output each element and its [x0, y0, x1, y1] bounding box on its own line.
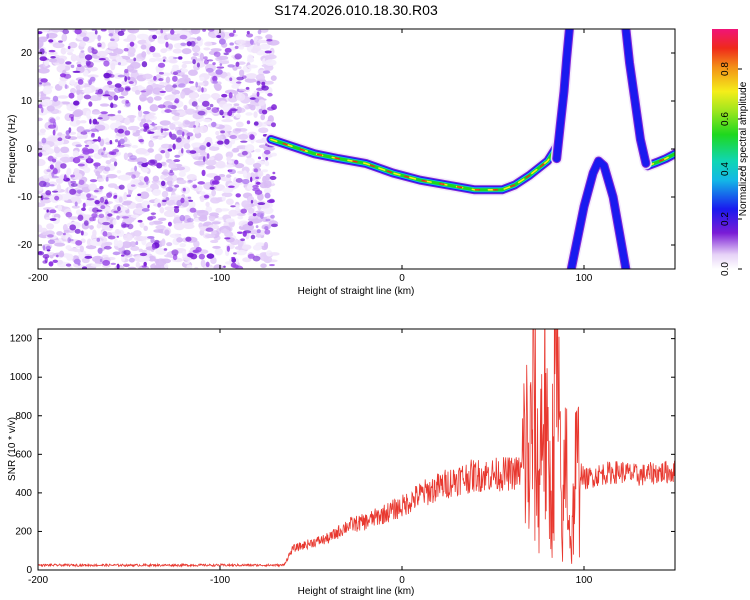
snr-y-ticks: 0 200 400 600 800 1000 1200 [10, 334, 675, 576]
colorbar-tick-label: 0.6 [720, 112, 731, 126]
spectrogram-x-tick-label: 0 [399, 273, 405, 284]
spectrogram-x-ticks: -200 -100 0 100 [28, 29, 593, 284]
snr-y-tick-label: 1200 [10, 334, 33, 345]
colorbar-ticks: 0.0 0.2 0.4 0.6 0.8 [720, 62, 742, 276]
snr-y-tick-label: 800 [15, 411, 32, 422]
spectrogram-y-tick-label: -10 [18, 192, 33, 203]
spectrogram-y-tick-label: 0 [26, 144, 32, 155]
spectrogram-x-tick-label: -200 [28, 273, 48, 284]
spectrogram-y-ticks: -20 -10 0 10 20 [18, 48, 675, 251]
snr-y-tick-label: 600 [15, 449, 32, 460]
colorbar: 0.0 0.2 0.4 0.6 0.8 Normalized spectral ampl… [712, 29, 749, 276]
snr-frame [37, 328, 676, 571]
snr-panel: -200 -100 0 100 0 200 400 600 800 1000 1200 Heigh… [7, 328, 676, 597]
snr-plot-area [38, 329, 675, 568]
snr-y-tick-label: 200 [15, 526, 32, 537]
noise-speckle [38, 29, 280, 269]
colorbar-label: Normalized spectral amplitude [738, 81, 749, 216]
snr-x-tick-label: -200 [28, 575, 48, 586]
spectrogram-plot-area [38, 29, 675, 269]
snr-y-tick-label: 1000 [10, 372, 33, 383]
snr-x-tick-label: 100 [576, 575, 593, 586]
snr-x-ticks: -200 -100 0 100 [28, 329, 593, 586]
spectrogram-x-tick-label: -100 [210, 273, 230, 284]
colorbar-tick-label: 0.0 [720, 262, 731, 276]
spectrogram-x-tick-label: 100 [576, 273, 593, 284]
arch-track [565, 155, 632, 269]
snr-x-tick-label: -100 [210, 575, 230, 586]
colorbar-tick-label: 0.2 [720, 212, 731, 226]
colorbar-tick-label: 0.4 [720, 162, 731, 176]
chart-title: S174.2026.010.18.30.R03 [274, 2, 438, 18]
snr-y-tick-label: 400 [15, 488, 32, 499]
main-doppler-track [265, 133, 563, 196]
spectrogram-y-tick-label: 10 [21, 96, 33, 107]
upper-right-branch [619, 29, 652, 170]
spectrogram-y-tick-label: -20 [18, 240, 33, 251]
right-track [641, 147, 675, 172]
spectrogram-x-axis-label: Height of straight line (km) [298, 286, 415, 297]
colorbar-gradient [712, 29, 738, 269]
spectrogram-y-tick-label: 20 [21, 48, 33, 59]
spectrogram-y-axis-label: Frequency (Hz) [7, 115, 18, 184]
snr-y-axis-label: SNR (10 * v/v) [7, 417, 18, 481]
snr-series-line [38, 329, 675, 568]
upper-left-branch [550, 29, 576, 165]
colorbar-tick-label: 0.8 [720, 62, 731, 76]
snr-y-tick-label: 0 [26, 565, 32, 576]
snr-x-axis-label: Height of straight line (km) [298, 586, 415, 597]
snr-x-tick-label: 0 [399, 575, 405, 586]
